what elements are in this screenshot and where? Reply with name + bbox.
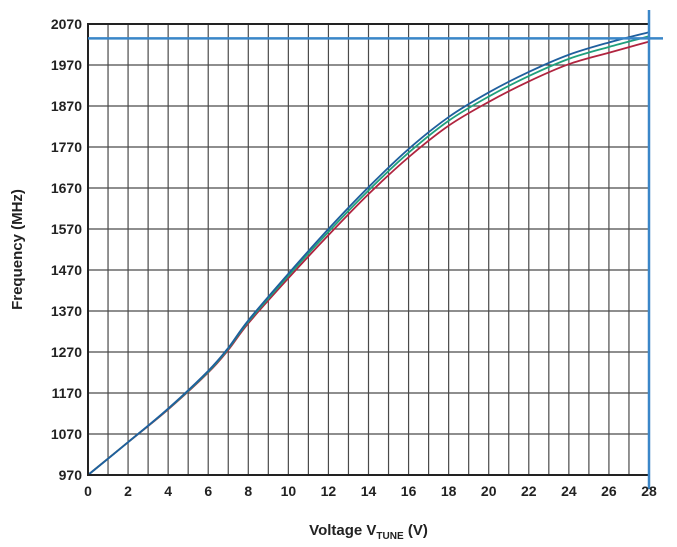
y-tick-label: 1870 bbox=[51, 98, 82, 114]
x-tick-label: 6 bbox=[204, 483, 212, 499]
x-tick-label: 0 bbox=[84, 483, 92, 499]
x-tick-labels: 0 2 4 6 8 10 12 14 16 18 20 22 24 26 28 bbox=[84, 483, 657, 499]
y-tick-label: 1470 bbox=[51, 262, 82, 278]
x-tick-label: 28 bbox=[641, 483, 657, 499]
x-tick-label: 4 bbox=[164, 483, 172, 499]
x-tick-label: 20 bbox=[481, 483, 497, 499]
x-tick-label: 10 bbox=[281, 483, 297, 499]
x-tick-label: 16 bbox=[401, 483, 417, 499]
y-tick-label: 970 bbox=[59, 467, 83, 483]
y-axis-title: Frequency (MHz) bbox=[9, 189, 26, 310]
y-tick-label: 1370 bbox=[51, 303, 82, 319]
y-tick-label: 1670 bbox=[51, 180, 82, 196]
y-tick-label: 1170 bbox=[52, 385, 83, 401]
x-tick-label: 22 bbox=[521, 483, 537, 499]
y-tick-label: 1570 bbox=[51, 221, 82, 237]
x-axis-title-prefix: Voltage V bbox=[309, 522, 376, 539]
series-line-3 bbox=[87, 31, 650, 476]
y-tick-label: 1270 bbox=[51, 344, 82, 360]
x-tick-label: 12 bbox=[321, 483, 337, 499]
series-lines bbox=[87, 31, 650, 476]
y-tick-label: 1970 bbox=[51, 57, 82, 73]
x-axis-title: Voltage VTUNE (V) bbox=[309, 522, 428, 542]
y-tick-labels: 970 1070 1170 1270 1370 1470 1570 1670 1770 1870 1… bbox=[51, 16, 82, 483]
x-tick-label: 26 bbox=[601, 483, 617, 499]
x-tick-label: 8 bbox=[244, 483, 252, 499]
y-tick-label: 1770 bbox=[51, 139, 82, 155]
x-axis-title-subscript: TUNE bbox=[376, 531, 404, 542]
x-tick-label: 18 bbox=[441, 483, 457, 499]
x-tick-label: 2 bbox=[124, 483, 132, 499]
grid bbox=[87, 23, 650, 476]
x-axis-title-suffix: (V) bbox=[404, 522, 428, 539]
y-tick-label: 2070 bbox=[51, 16, 82, 32]
reference-lines bbox=[88, 10, 663, 489]
y-tick-label: 1070 bbox=[51, 426, 82, 442]
x-tick-label: 14 bbox=[361, 483, 377, 499]
x-tick-label: 24 bbox=[561, 483, 577, 499]
